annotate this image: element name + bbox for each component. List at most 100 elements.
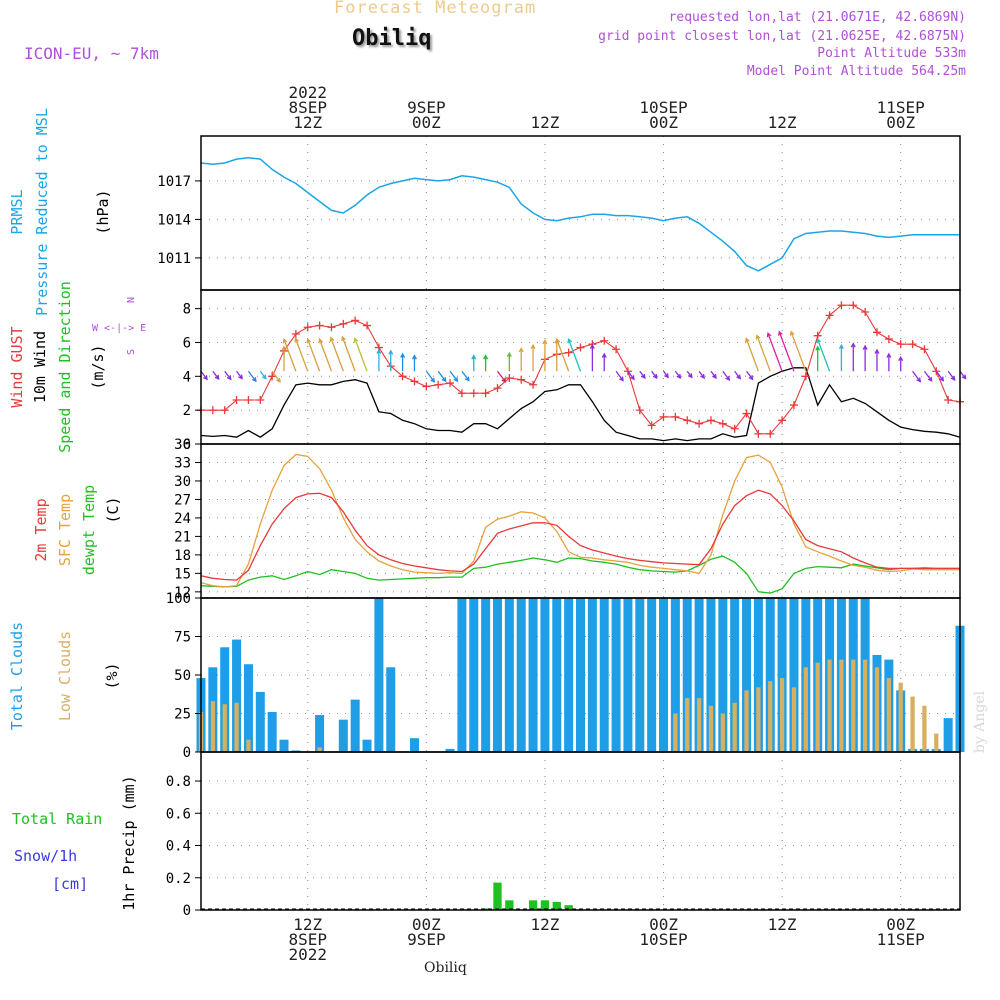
wind-direction-arrowhead [453, 377, 459, 383]
low-cloud-bar [768, 681, 773, 752]
total-cloud-bar [469, 598, 479, 752]
top-time-label: 2022 [288, 83, 327, 102]
pressure-ytick-label: 1014 [157, 212, 191, 228]
low-cloud-bar [317, 747, 322, 752]
pressure-label-1: PRMSL [8, 189, 26, 234]
wind-direction-arrowhead [619, 376, 624, 382]
credit-watermark: by Angel [972, 690, 988, 753]
gust-marker [837, 301, 846, 310]
wind-direction-arrowhead [238, 374, 243, 380]
total-cloud-bar [350, 699, 360, 752]
wind-direction-arrowhead [411, 354, 417, 360]
wind-direction-arrow [271, 370, 281, 383]
wind-direction-arrow [923, 370, 933, 382]
total-cloud-bar [409, 738, 419, 752]
wind-frame [200, 289, 961, 445]
gust-marker [398, 372, 407, 381]
gust-marker [813, 331, 822, 340]
total-clouds-label: Total Clouds [8, 622, 26, 730]
low-cloud-bar [886, 678, 891, 752]
total-cloud-bar [540, 598, 550, 752]
total-cloud-bar [267, 711, 277, 752]
gust-marker [208, 406, 217, 415]
gust-marker [600, 336, 609, 345]
gust-marker [446, 379, 455, 388]
wind-ytick-label: 0 [183, 437, 191, 453]
wind-direction-arrowhead [464, 376, 470, 382]
low-cloud-bar [815, 662, 820, 752]
low-cloud-bar [862, 659, 868, 752]
low-cloud-bar [898, 682, 903, 752]
bottom-time-label: 12Z [293, 915, 322, 934]
wind-direction-arrowhead [329, 336, 335, 342]
rain-bar [505, 900, 514, 910]
precip-ytick-label: 0 [183, 903, 191, 919]
top-time-label: 12Z [768, 113, 797, 132]
wind-direction-arrow [449, 370, 459, 382]
wind-direction-arrowhead [712, 373, 717, 380]
gust-marker [327, 323, 336, 332]
total-cloud-bar [220, 647, 230, 752]
temperature-ytick-label: 15 [174, 566, 191, 582]
top-time-label: 12Z [530, 113, 559, 132]
wind-direction-arrow [200, 370, 208, 380]
wind-direction-arrowhead [282, 338, 288, 344]
low-cloud-bar [922, 705, 927, 752]
temp2m-line [200, 489, 960, 581]
sfc-temp-line [200, 453, 960, 588]
wind-direction-arrow [817, 339, 831, 372]
wind-direction-arrow [236, 370, 243, 379]
dewpoint-line [200, 555, 960, 594]
top-time-label: 8SEP [288, 98, 327, 117]
wind-ytick-label: 4 [183, 369, 191, 385]
gust-marker [896, 340, 905, 349]
top-time-label: 12Z [293, 113, 322, 132]
gust-marker [695, 419, 704, 428]
clouds-ytick-label: 25 [174, 707, 191, 723]
wind-direction-arrow [425, 370, 435, 383]
gust-marker [754, 429, 763, 438]
bottom-time-label: 10SEP [639, 930, 687, 949]
wind-direction-arrowhead [601, 352, 607, 358]
total-cloud-bar [623, 598, 633, 752]
model-point-altitude: Model Point Altitude 564.25m [746, 64, 966, 79]
total-cloud-bar [291, 750, 301, 752]
wind-direction-arrowhead [736, 374, 742, 380]
wind-direction-arrowhead [755, 334, 761, 340]
total-cloud-bar [611, 598, 621, 752]
temperature-ytick-label: 30 [174, 474, 191, 490]
pressure-ytick-label: 1011 [157, 251, 191, 267]
wind-direction-arrowhead [766, 331, 772, 338]
gust-marker [517, 375, 526, 384]
gust-marker [908, 340, 917, 349]
low-cloud-bar [210, 701, 215, 752]
pressure-label-2: Pressure Reduced to MSL [33, 108, 51, 316]
total-cloud-bar [694, 598, 704, 752]
total-cloud-bar [552, 598, 562, 752]
total-cloud-bar [943, 718, 953, 752]
total-cloud-bar [315, 715, 325, 752]
gust-marker [801, 372, 810, 381]
low-cloud-bar [827, 659, 832, 752]
wind-direction-arrowhead [214, 374, 220, 380]
gust-label: Wind GUST [8, 326, 26, 407]
gust-marker [422, 382, 431, 391]
low-cloud-bar [910, 696, 915, 752]
wind-direction-arrowhead [251, 377, 257, 383]
wind-direction-arrow [767, 333, 783, 372]
wind-direction-arrowhead [501, 377, 507, 383]
wind-direction-arrow [947, 370, 956, 381]
low-cloud-bar [874, 667, 880, 752]
gust-marker [647, 421, 656, 430]
wind-direction-arrowhead [748, 375, 754, 381]
low-cloud-bar [234, 702, 239, 752]
wind-direction-arrowhead [927, 376, 933, 382]
total-cloud-bar [575, 598, 586, 752]
wind-direction-arrowhead [778, 330, 783, 336]
wind-unit: (m/s) [89, 344, 107, 389]
total-cloud-bar [232, 639, 242, 752]
wind-direction-arrowhead [652, 373, 658, 380]
wind-direction-arrow [790, 331, 807, 372]
total-cloud-bar [587, 598, 597, 752]
